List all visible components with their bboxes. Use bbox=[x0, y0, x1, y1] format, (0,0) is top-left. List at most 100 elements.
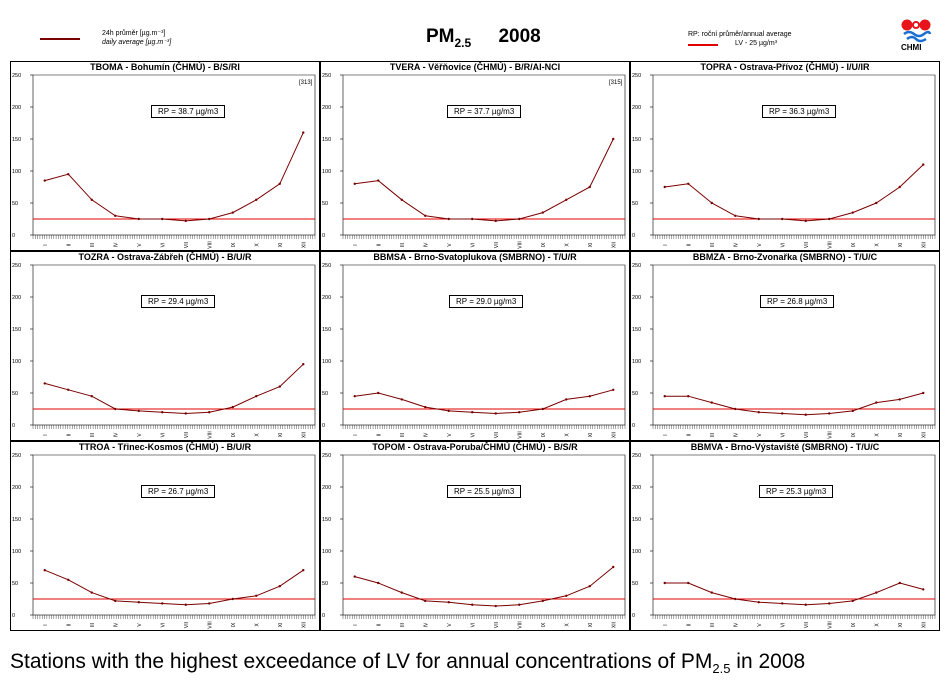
month-label: XI bbox=[898, 623, 904, 628]
data-point bbox=[781, 602, 784, 605]
month-label: II bbox=[376, 244, 382, 247]
month-label: VI bbox=[470, 243, 476, 248]
month-label: V bbox=[137, 243, 143, 247]
month-label: X bbox=[254, 243, 260, 247]
y-tick-label: 150 bbox=[632, 517, 641, 523]
data-point bbox=[828, 217, 831, 221]
caption-subscript: 2.5 bbox=[712, 661, 731, 676]
station-chart: TBOMA - Bohumín (ČHMÚ) - B/S/RI 0 50 100 150… bbox=[10, 61, 320, 251]
month-label: I bbox=[43, 244, 49, 245]
y-tick-label: 0 bbox=[632, 233, 635, 239]
data-point bbox=[734, 597, 737, 601]
month-label: VII bbox=[184, 622, 190, 628]
daily-average-series bbox=[354, 566, 614, 607]
title-subscript: 2.5 bbox=[454, 36, 472, 50]
day-ticks bbox=[342, 235, 626, 239]
y-tick-label: 50 bbox=[632, 581, 638, 587]
data-point bbox=[471, 603, 474, 606]
y-tick-label: 0 bbox=[322, 233, 325, 239]
plot-area bbox=[652, 74, 936, 236]
data-point bbox=[377, 391, 380, 395]
month-label: VIII bbox=[827, 241, 833, 249]
month-label: VIII bbox=[827, 431, 833, 439]
data-point bbox=[541, 211, 544, 214]
day-ticks bbox=[32, 235, 316, 239]
month-label: III bbox=[710, 433, 716, 437]
rp-annotation: RP = 25.3 µg/m3 bbox=[759, 485, 834, 498]
data-point bbox=[710, 401, 713, 404]
month-label: IX bbox=[231, 242, 237, 247]
data-point bbox=[851, 409, 854, 413]
legend-right-line2: LV - 25 µg/m³ bbox=[735, 40, 778, 47]
data-point bbox=[400, 591, 403, 594]
month-label: IX bbox=[851, 622, 857, 627]
month-label: VIII bbox=[207, 241, 213, 249]
data-point bbox=[424, 214, 427, 217]
title-main: PM bbox=[426, 26, 455, 47]
month-label: VI bbox=[470, 623, 476, 628]
month-label: VII bbox=[184, 242, 190, 248]
data-point bbox=[494, 219, 497, 223]
day-ticks bbox=[342, 425, 626, 429]
data-point bbox=[278, 585, 281, 588]
daily-average-series bbox=[664, 392, 924, 416]
month-label: VII bbox=[184, 432, 190, 438]
month-label: V bbox=[757, 243, 763, 247]
y-tick-label: 100 bbox=[632, 549, 641, 555]
data-point bbox=[565, 594, 568, 597]
month-label: I bbox=[663, 624, 669, 625]
data-point bbox=[447, 409, 450, 413]
plot-area bbox=[342, 454, 626, 616]
rp-annotation: RP = 29.4 µg/m3 bbox=[141, 295, 216, 308]
data-point bbox=[302, 363, 305, 366]
data-point bbox=[90, 395, 93, 398]
data-point bbox=[565, 198, 568, 201]
y-tick-label: 100 bbox=[632, 359, 641, 365]
data-point bbox=[734, 407, 737, 411]
month-label: XI bbox=[278, 243, 284, 248]
y-tick-label: 200 bbox=[12, 105, 21, 111]
data-point bbox=[43, 569, 46, 572]
y-tick-label: 0 bbox=[632, 423, 635, 429]
month-label: VI bbox=[780, 623, 786, 628]
day-ticks bbox=[652, 235, 936, 239]
header: 24h průměr [µg.m⁻³] daily average [µg.m⁻… bbox=[0, 0, 950, 60]
month-label: VI bbox=[780, 243, 786, 248]
month-label: IV bbox=[423, 432, 429, 437]
station-chart: BBMVA - Brno-Výstaviště (SMBRNO) - T/U/C… bbox=[630, 441, 940, 631]
station-chart: BBMZA - Brno-Zvonařka (SMBRNO) - T/U/C 0 5… bbox=[630, 251, 940, 441]
month-label: IV bbox=[113, 242, 119, 247]
data-point bbox=[541, 599, 544, 603]
data-point bbox=[114, 407, 117, 411]
chart-title: BBMSA - Brno-Svatoplukova (SMBRNO) - T/U… bbox=[373, 252, 577, 262]
month-label: X bbox=[874, 433, 880, 437]
y-tick-label: 200 bbox=[632, 485, 641, 491]
chart-title: TTROA - Třinec-Kosmos (ČHMÚ) - B/U/R bbox=[78, 442, 252, 452]
month-label: III bbox=[710, 243, 716, 247]
y-tick-label: 200 bbox=[12, 295, 21, 301]
month-label: VII bbox=[494, 432, 500, 438]
data-point bbox=[612, 565, 615, 569]
y-tick-label: 0 bbox=[12, 233, 15, 239]
month-label: I bbox=[353, 434, 359, 435]
y-tick-label: 200 bbox=[632, 295, 641, 301]
data-point bbox=[687, 581, 690, 585]
plot-area bbox=[342, 74, 626, 236]
max-value-label: [313] bbox=[299, 80, 313, 86]
month-label: IX bbox=[541, 432, 547, 437]
month-label: IX bbox=[231, 622, 237, 627]
month-label: VIII bbox=[827, 621, 833, 629]
day-ticks bbox=[652, 615, 936, 619]
y-tick-label: 100 bbox=[322, 169, 331, 175]
data-point bbox=[353, 575, 356, 578]
data-point bbox=[353, 182, 356, 185]
data-point bbox=[67, 173, 70, 176]
month-label: XII bbox=[301, 432, 307, 438]
month-label: I bbox=[353, 244, 359, 245]
rp-annotation: RP = 26.8 µg/m3 bbox=[760, 295, 835, 308]
y-tick-label: 100 bbox=[12, 549, 21, 555]
chart-title: TBOMA - Bohumín (ČHMÚ) - B/S/RI bbox=[90, 62, 240, 72]
month-label: V bbox=[137, 433, 143, 437]
data-point bbox=[90, 198, 93, 201]
